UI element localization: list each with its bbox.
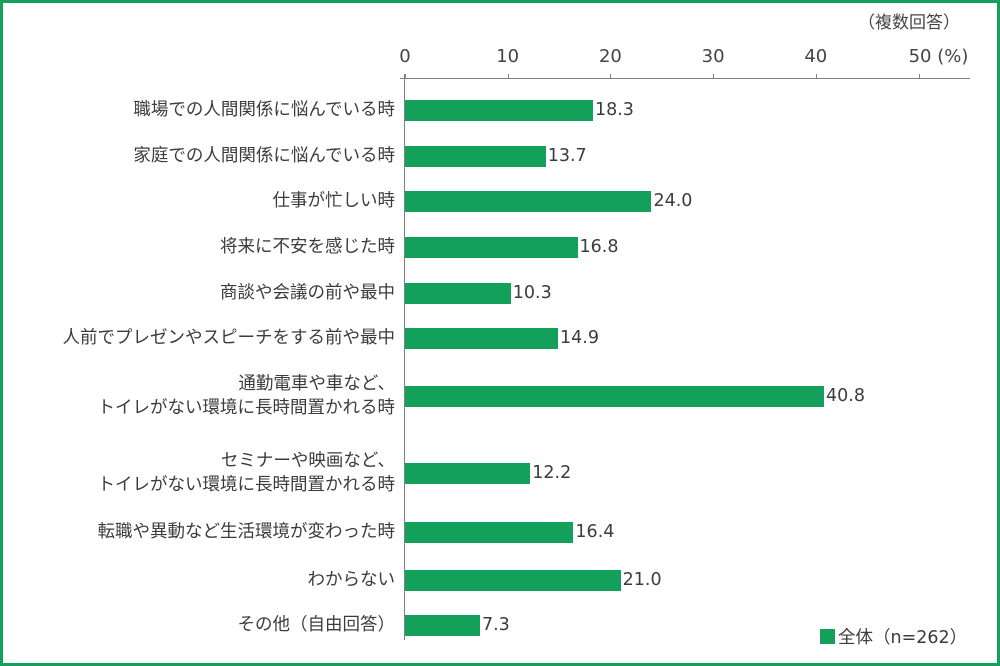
category-label: 人前でプレゼンやスピーチをする前や最中 (63, 326, 396, 350)
x-tick-label: 30 (701, 46, 725, 67)
bar (405, 615, 480, 636)
category-label: 通勤電車や車など、トイレがない環境に長時間置かれる時 (98, 372, 396, 420)
bar (405, 570, 621, 591)
legend-label: 全体（n=262） (838, 628, 968, 648)
value-label: 40.8 (826, 386, 865, 406)
category-label-line: セミナーや映画など、 (220, 451, 395, 471)
bar (405, 146, 546, 167)
value-label: 10.3 (512, 283, 552, 303)
x-tick-label: 40 (804, 46, 828, 67)
x-axis-line (400, 78, 970, 79)
category-label: 職場での人間関係に悩んでいる時 (133, 98, 395, 122)
category-label-line: 商談や会議の前や最中 (220, 283, 395, 303)
category-label-line: 人前でプレゼンやスピーチをする前や最中 (62, 328, 396, 348)
category-label-line: 職場での人間関係に悩んでいる時 (133, 100, 395, 120)
category-label-line: トイレがない環境に長時間置かれる時 (97, 475, 396, 495)
value-label: 14.9 (560, 328, 599, 348)
category-label: 商談や会議の前や最中 (220, 281, 395, 305)
category-label-line: その他（自由回答） (237, 615, 396, 635)
category-label: その他（自由回答） (238, 613, 396, 637)
value-label: 7.3 (481, 615, 510, 635)
category-label: 家庭での人間関係に悩んでいる時 (133, 144, 395, 168)
bar (405, 522, 574, 543)
value-label: 13.7 (547, 146, 587, 166)
x-tick-mark (507, 74, 509, 79)
legend: 全体（n=262） (820, 624, 967, 649)
x-tick-mark (815, 74, 817, 79)
value-label: 21.0 (622, 570, 662, 590)
x-tick-mark (713, 74, 715, 79)
value-label: 24.0 (653, 191, 693, 211)
category-label: 将来に不安を感じた時 (220, 235, 395, 259)
x-tick-label: 10 (496, 46, 520, 67)
category-label-line: 仕事が忙しい時 (272, 191, 396, 211)
category-label-line: トイレがない環境に長時間置かれる時 (97, 398, 396, 418)
y-axis-line (404, 74, 405, 640)
category-label-line: 将来に不安を感じた時 (220, 237, 395, 257)
x-tick-label: 20 (598, 46, 622, 67)
value-label: 16.4 (575, 522, 615, 542)
x-tick-label: 50 (%) (908, 46, 969, 67)
bar (405, 386, 825, 407)
category-label-line: わからない (307, 570, 396, 590)
x-tick-label: 0 (399, 46, 411, 67)
value-label: 12.2 (532, 463, 572, 483)
x-tick-mark (918, 74, 920, 79)
x-tick-mark (405, 74, 406, 79)
legend-swatch (820, 629, 835, 644)
bar (405, 100, 593, 121)
bar (405, 328, 559, 349)
value-label: 16.8 (579, 237, 619, 257)
bar (405, 191, 652, 212)
category-label-line: 転職や異動など生活環境が変わった時 (97, 522, 396, 542)
bar (405, 463, 531, 484)
category-label: セミナーや映画など、トイレがない環境に長時間置かれる時 (98, 449, 396, 497)
bar (405, 237, 578, 258)
x-tick-mark (610, 74, 612, 79)
multiple-answer-note: （複数回答） (858, 13, 960, 33)
category-label: わからない (308, 568, 396, 592)
category-label-line: 通勤電車や車など、 (238, 374, 395, 394)
value-label: 18.3 (594, 100, 634, 120)
category-label: 仕事が忙しい時 (273, 189, 396, 213)
category-label: 転職や異動など生活環境が変わった時 (98, 520, 396, 544)
bar (405, 283, 511, 304)
category-label-line: 家庭での人間関係に悩んでいる時 (133, 146, 395, 166)
